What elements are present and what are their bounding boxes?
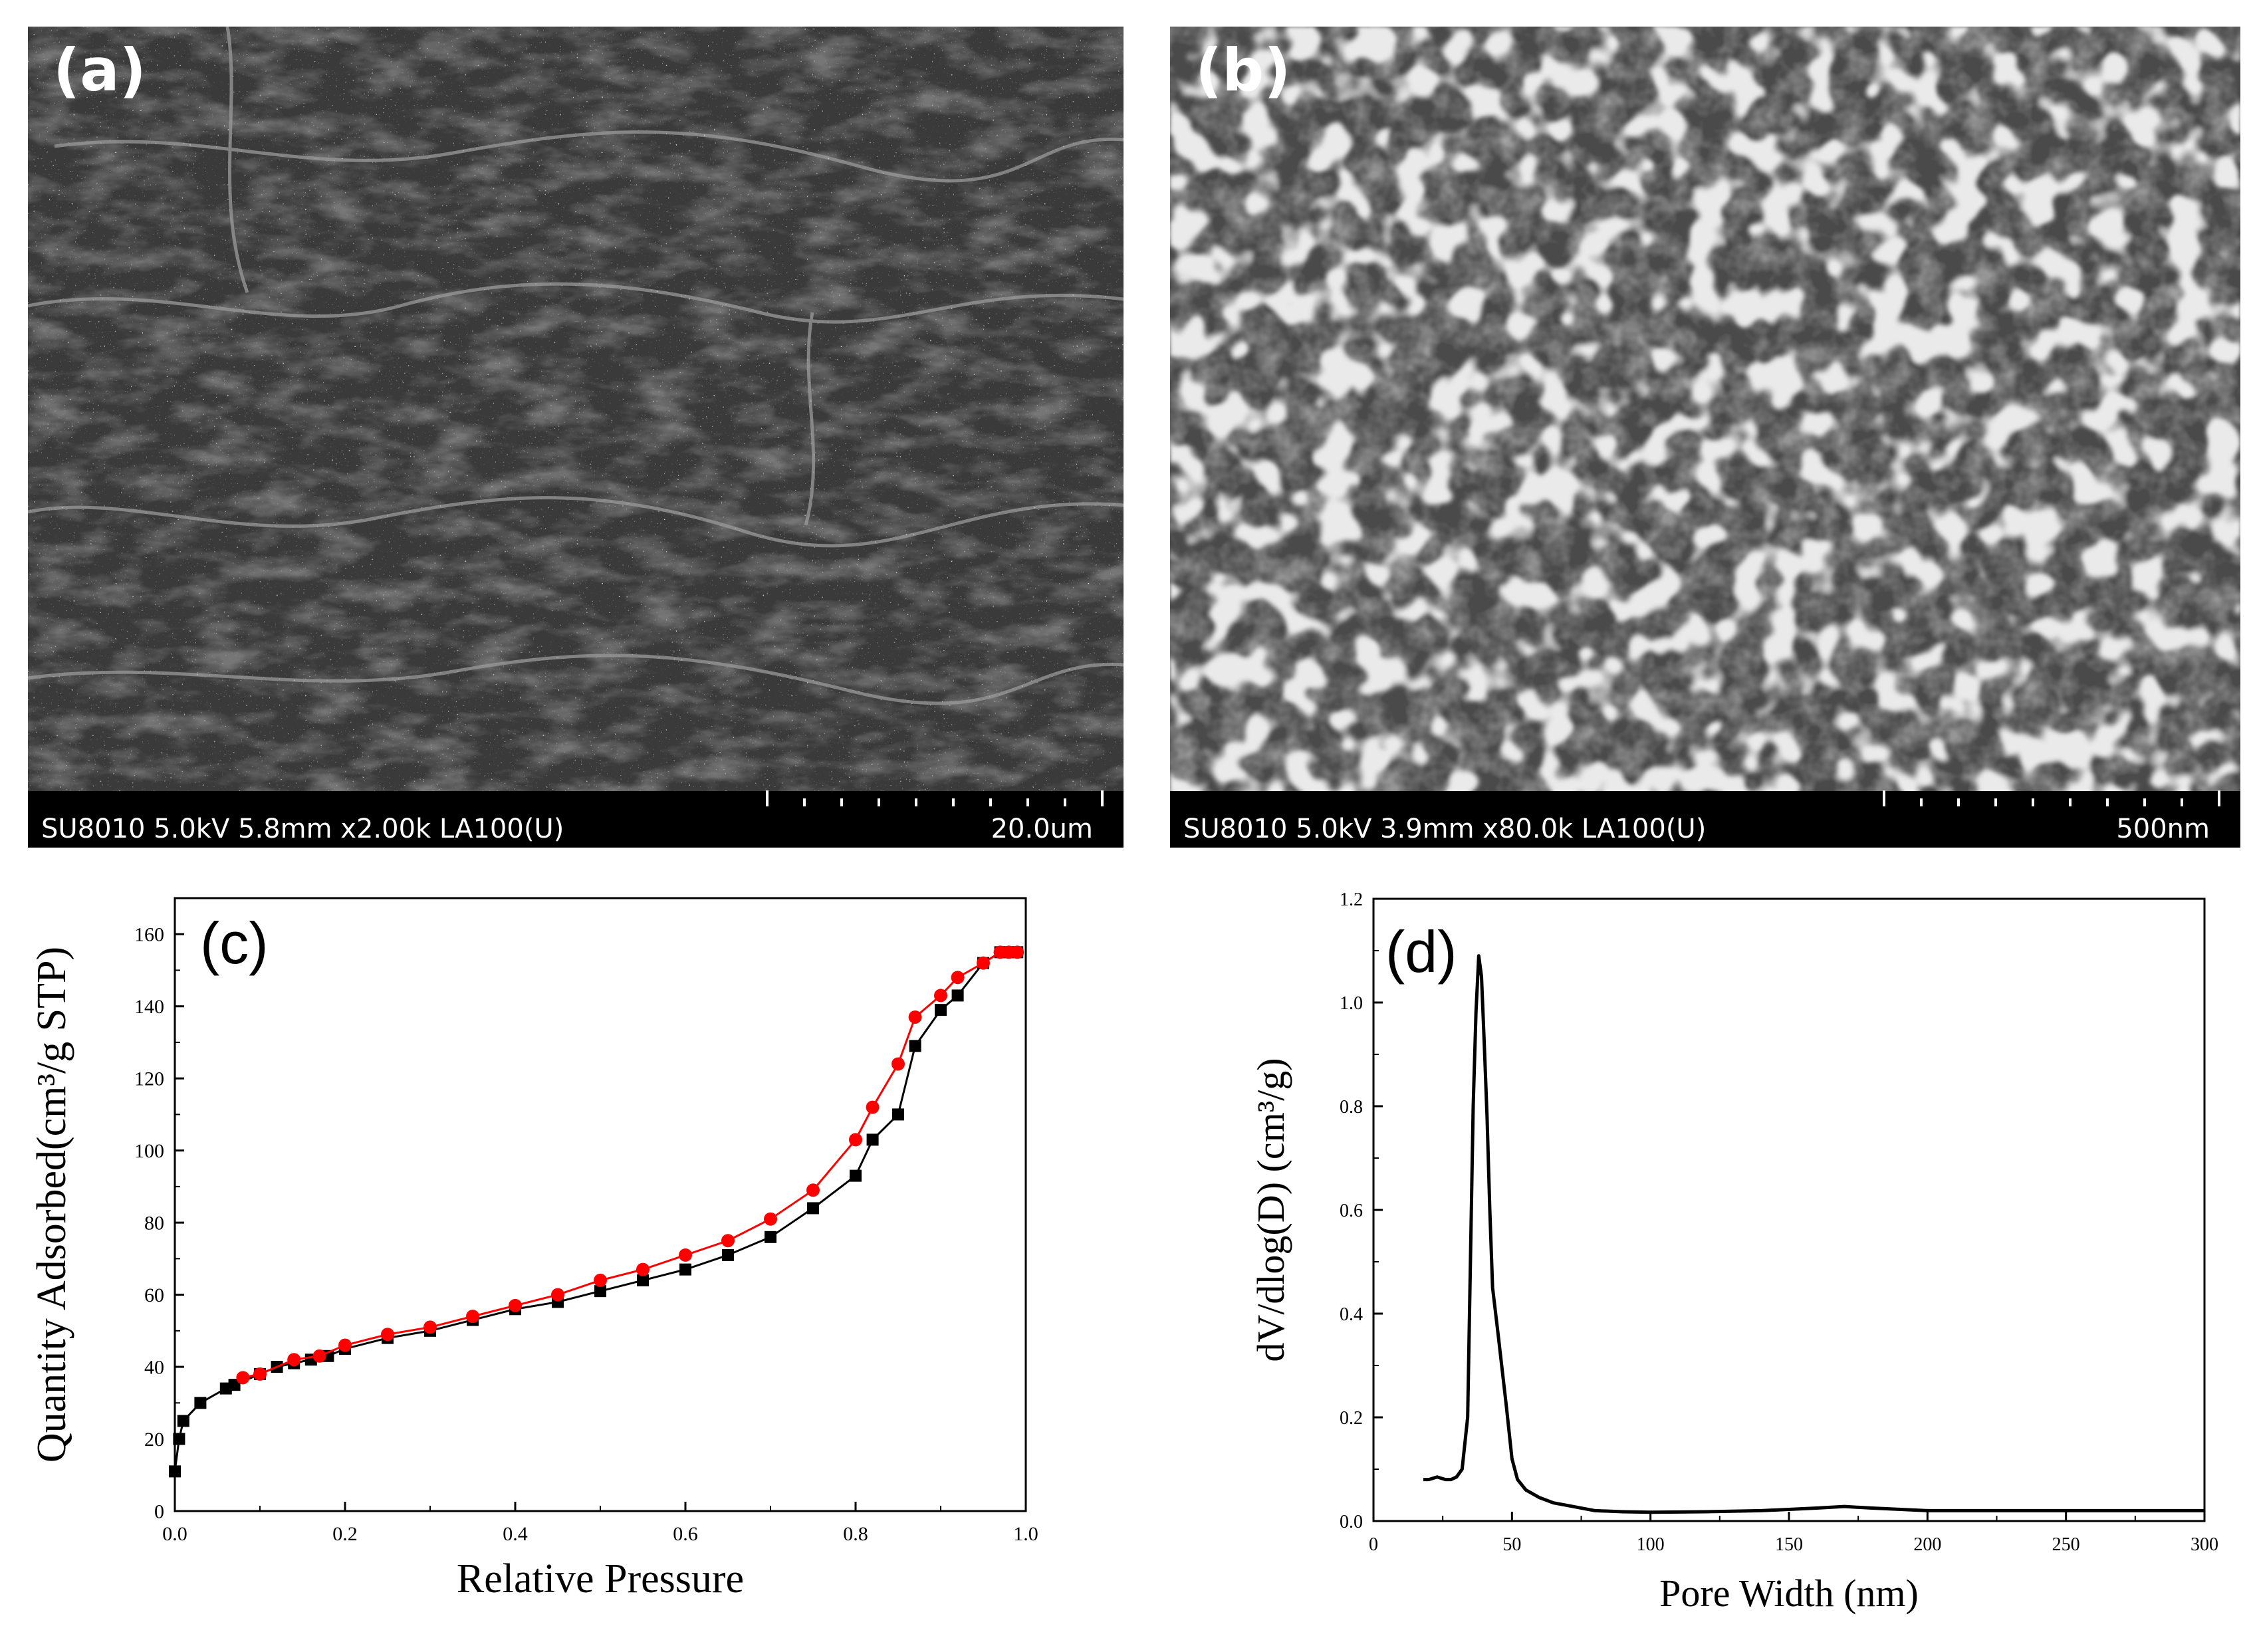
x-tick-label: 0 [1369, 1534, 1378, 1555]
data-point-circle [806, 1183, 820, 1197]
y-axis-label: Quantity Adsorbed(cm³/g STP) [29, 947, 74, 1463]
data-point-circle [934, 989, 947, 1003]
y-tick-label: 0.2 [1340, 1408, 1363, 1429]
data-point-square [169, 1465, 181, 1478]
data-point-circle [636, 1262, 650, 1276]
y-tick-label: 160 [134, 924, 164, 946]
chart-c-svg: 0.0 0.2 0.4 0.6 0.8 1.0 0 20 40 60 80 100 120 140 160 R… [29, 897, 1038, 1601]
x-tick-label: 0.8 [843, 1523, 868, 1545]
y-tick-label: 140 [134, 996, 164, 1018]
data-point-square [177, 1415, 189, 1427]
x-tick-label: 100 [1637, 1534, 1665, 1555]
data-point-square [594, 1285, 606, 1298]
data-point-circle [236, 1371, 250, 1385]
data-point-square [173, 1433, 185, 1445]
series-line-1 [174, 951, 1018, 1472]
y-tick-label: 0 [154, 1501, 164, 1523]
sem-info-text-b: SU8010 5.0kV 3.9mm x80.0k LA100(U) [1183, 814, 1707, 844]
chart-d-svg: 0 50 100 150 200 250 300 0.0 0.2 0.4 0.6 0.8 1.0 1.2 P… [1249, 889, 2218, 1615]
data-point-circle [849, 1133, 862, 1147]
y-tick-label: 60 [144, 1284, 164, 1306]
x-tick-label: 250 [2052, 1534, 2080, 1555]
data-point-circle [764, 1212, 777, 1226]
data-point-circle [721, 1234, 735, 1248]
y-tick-label: 0.6 [1340, 1201, 1363, 1221]
y-tick-label: 1.0 [1340, 993, 1363, 1014]
data-point-square [909, 1040, 921, 1052]
data-point-circle [253, 1367, 267, 1381]
data-point-square [935, 1004, 947, 1016]
y-tick-label: 80 [144, 1213, 164, 1235]
x-tick-label: 1.0 [1013, 1523, 1038, 1545]
y-tick-label: 20 [144, 1429, 164, 1451]
y-tick-label: 100 [134, 1140, 164, 1162]
sem-image-a: (a) SU8010 5.0kV 5.8mm x2.00k LA100(U) 2… [28, 27, 1124, 848]
y-tick-label: 1.2 [1340, 889, 1363, 910]
plot-frame [174, 897, 1027, 1512]
scale-label-b: 500nm [2116, 814, 2210, 844]
data-point-circle [423, 1320, 437, 1334]
x-tick-label: 0.0 [162, 1523, 187, 1545]
scale-bar-b [1883, 790, 2220, 806]
data-point-circle [1010, 945, 1024, 959]
plot-frame [1372, 897, 2206, 1522]
data-point-square [228, 1379, 241, 1391]
data-point-circle [594, 1273, 607, 1287]
series-line-1 [1423, 954, 2204, 1514]
data-point-square [722, 1248, 734, 1261]
data-point-circle [908, 1010, 922, 1024]
data-point-square [194, 1397, 207, 1409]
data-point-circle [381, 1328, 394, 1342]
series-line-2 [243, 951, 1018, 1379]
sem-info-bar-b [1170, 791, 2240, 848]
y-tick-label: 0.8 [1340, 1097, 1363, 1118]
data-point-circle [312, 1349, 326, 1363]
data-point-square [892, 1108, 904, 1121]
data-point-square [679, 1263, 691, 1276]
data-point-circle [287, 1353, 301, 1367]
data-point-square [850, 1169, 862, 1182]
scale-bar-a [766, 790, 1104, 806]
data-point-circle [338, 1338, 352, 1352]
data-point-square [765, 1231, 776, 1243]
data-point-circle [891, 1057, 905, 1071]
y-tick-label: 40 [144, 1357, 164, 1379]
data-point-circle [679, 1248, 692, 1262]
y-axis-label: dV/dlog(D) (cm³/g) [1249, 1058, 1292, 1361]
x-tick-label: 150 [1775, 1534, 1803, 1555]
x-tick-label: 50 [1502, 1534, 1521, 1555]
sem-info-bar-a [28, 791, 1124, 848]
data-point-circle [466, 1310, 479, 1324]
chart-d: 0 50 100 150 200 250 300 0.0 0.2 0.4 0.6 0.8 1.0 1.2 P… [1130, 864, 2255, 1652]
data-point-circle [977, 956, 990, 970]
y-tick-label: 0.0 [1340, 1512, 1363, 1532]
sem-texture-a [28, 27, 1124, 848]
sem-info-text-a: SU8010 5.0kV 5.8mm x2.00k LA100(U) [41, 814, 564, 844]
chart-c: 0.0 0.2 0.4 0.6 0.8 1.0 0 20 40 60 80 100 120 140 160 R… [0, 864, 1104, 1652]
sem-image-b: (b) SU8010 5.0kV 3.9mm x80.0k LA100(U) 5… [1170, 27, 2240, 848]
panel-label-c: (c) [200, 910, 269, 976]
sem-texture-b [1170, 27, 2240, 848]
data-point-square [807, 1202, 819, 1215]
x-tick-label: 0.4 [503, 1523, 528, 1545]
data-point-circle [509, 1298, 522, 1312]
x-tick-label: 0.6 [673, 1523, 698, 1545]
y-tick-label: 0.4 [1340, 1304, 1363, 1325]
x-tick-label: 200 [1913, 1534, 1941, 1555]
data-point-circle [951, 971, 965, 985]
data-point-square [637, 1274, 649, 1286]
data-point-circle [551, 1288, 564, 1302]
scale-label-a: 20.0um [991, 814, 1093, 844]
panel-label-b: (b) [1195, 36, 1291, 104]
data-point-square [951, 989, 964, 1002]
x-tick-label: 0.2 [332, 1523, 358, 1545]
x-axis-label: Relative Pressure [457, 1556, 744, 1601]
x-axis-label: Pore Width (nm) [1659, 1572, 1919, 1615]
panel-label-a: (a) [53, 36, 146, 104]
x-tick-label: 300 [2191, 1534, 2218, 1555]
y-tick-label: 120 [134, 1068, 164, 1090]
data-point-square [866, 1133, 879, 1146]
data-point-circle [866, 1100, 880, 1114]
panel-label-d: (d) [1385, 919, 1457, 985]
